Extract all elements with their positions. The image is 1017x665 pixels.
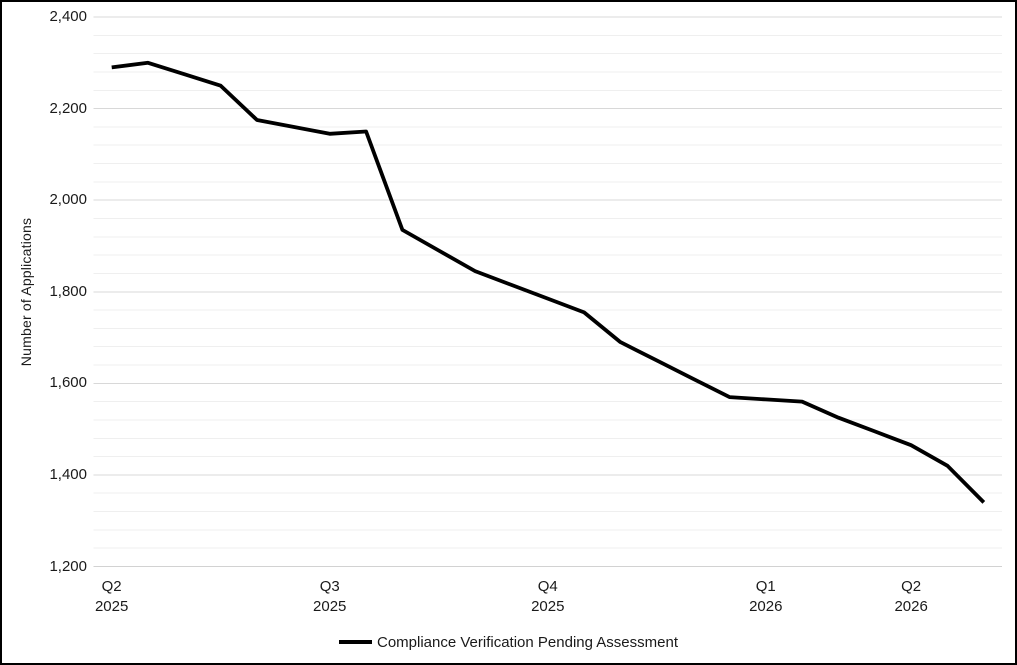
x-tick-label: Q2 2026 [866,577,956,617]
x-tick-quarter: Q2 [101,578,122,595]
x-tick-quarter: Q2 [901,578,922,595]
y-tick-label: 1,200 [49,557,87,575]
y-tick-label: 1,800 [49,282,87,300]
legend-label: Compliance Verification Pending Assessme… [377,633,678,651]
x-tick-label: Q4 2025 [503,577,593,617]
legend: Compliance Verification Pending Assessme… [0,633,1017,651]
x-tick-year: 2025 [94,598,129,615]
x-tick-quarter: Q3 [319,578,340,595]
x-tick-label: Q2 2025 [67,577,157,617]
series-line [111,60,986,504]
x-tick-year: 2025 [531,598,565,615]
y-tick-label: 1,600 [49,374,87,392]
x-tick-quarter: Q4 [537,578,558,595]
legend-line-swatch [339,640,372,644]
y-tick-label: 2,400 [49,8,87,25]
x-tick-label: Q1 2026 [721,577,811,617]
x-tick-year: 2026 [894,598,928,615]
x-tick-label: Q3 2025 [285,577,375,617]
y-tick-label: 2,200 [49,99,87,117]
y-tick-label: 2,000 [49,191,87,209]
y-tick-label: 1,400 [49,465,87,483]
x-tick-quarter: Q1 [755,578,776,595]
x-tick-year: 2026 [749,598,783,615]
x-tick-year: 2025 [313,598,347,615]
